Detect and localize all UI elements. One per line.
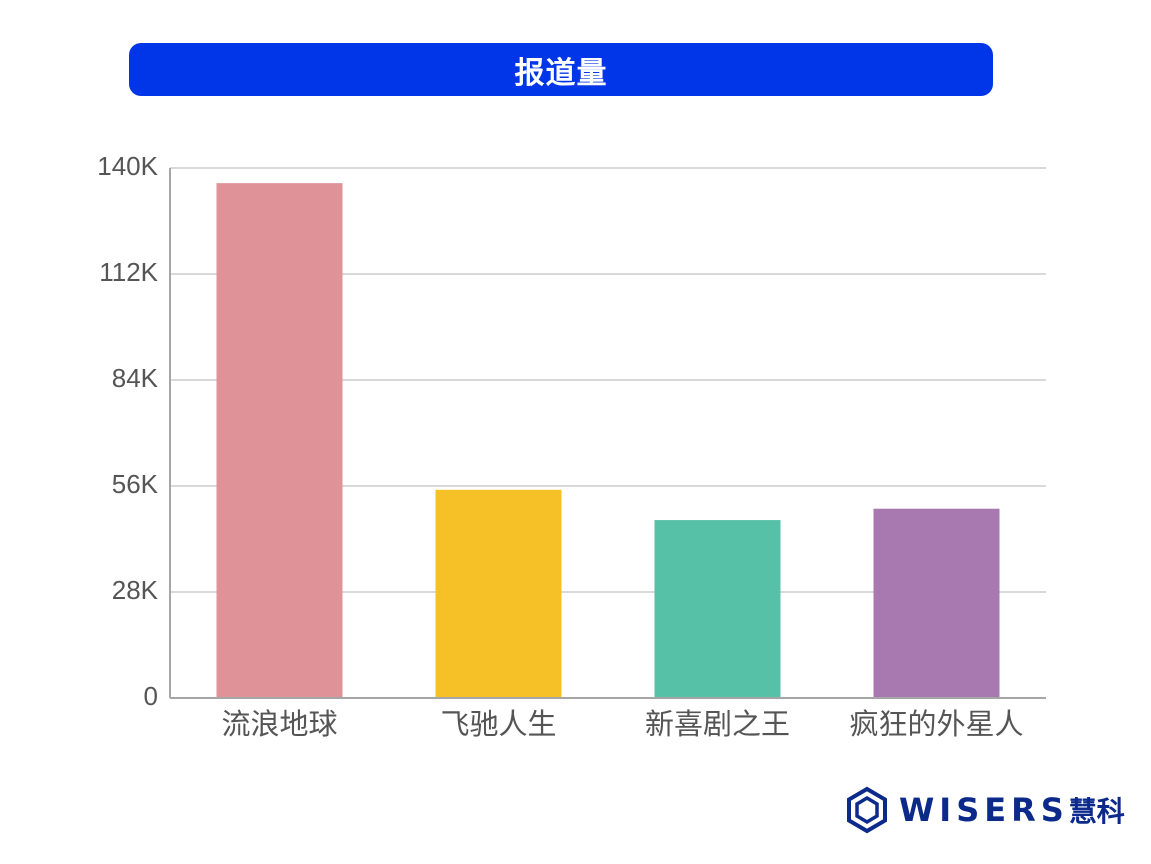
x-tick-label: 疯狂的外星人 [849,707,1023,741]
y-tick-label: 140K [97,151,158,181]
bar [216,183,343,699]
y-tick-label: 28K [112,575,159,605]
bar-layer [216,183,1000,699]
y-tick-label: 0 [144,681,158,711]
wisers-logo: WISERS 慧科 [843,785,1125,835]
x-tick-label: 新喜剧之王 [645,707,790,741]
x-tick-label: 流浪地球 [221,707,337,741]
logo-chinese-name: 慧科 [1068,795,1125,828]
y-tick-label: 56K [112,469,159,499]
logo-wordmark: WISERS [899,791,1069,829]
x-tick-label: 飞驰人生 [440,707,556,741]
chart-title: 报道量 [514,55,608,91]
x-axis-tick-labels: 流浪地球 飞驰人生 新喜剧之王 疯狂的外星人 [221,707,1023,741]
y-tick-label: 112K [99,257,158,287]
y-axis-tick-labels: 0 28K 56K 84K 112K 140K [97,151,158,711]
bar [873,508,1000,698]
chart-title-banner: 报道量 [129,43,993,96]
bar [435,489,562,698]
hexagon-logo-icon [847,786,887,834]
bar [654,520,781,698]
y-tick-label: 84K [112,363,159,393]
